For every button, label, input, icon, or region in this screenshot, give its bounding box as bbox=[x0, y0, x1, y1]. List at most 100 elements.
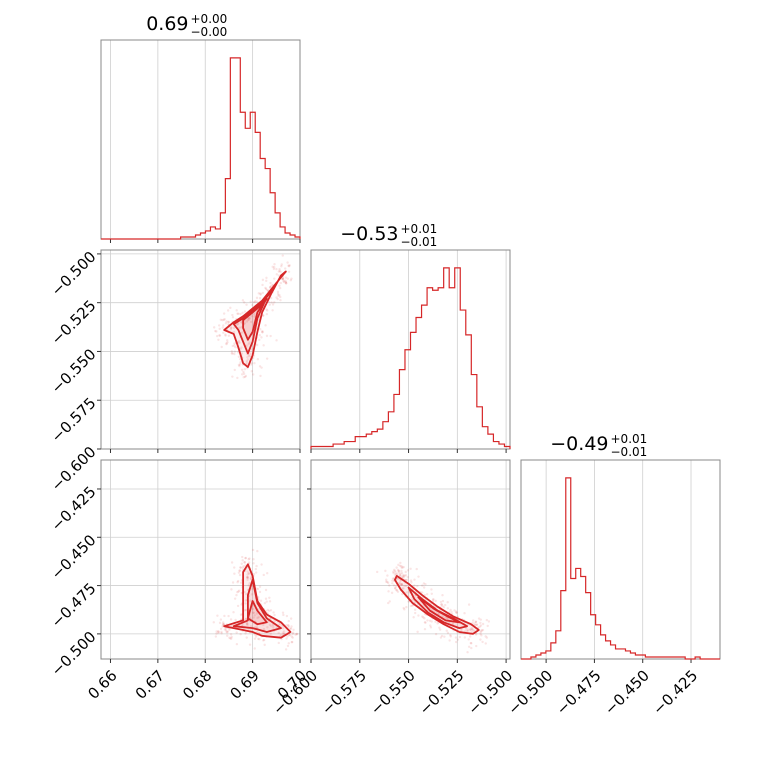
sample-point bbox=[401, 587, 404, 590]
sample-point bbox=[475, 623, 478, 626]
sample-point bbox=[241, 559, 244, 562]
panel-title: −0.49 bbox=[550, 433, 608, 455]
sample-point bbox=[253, 313, 256, 316]
sample-point bbox=[266, 572, 269, 575]
sample-point bbox=[276, 290, 280, 294]
x-tick-label: −0.475 bbox=[553, 667, 605, 719]
sample-point bbox=[266, 608, 270, 612]
sample-point bbox=[235, 323, 238, 326]
sample-point bbox=[484, 642, 487, 645]
sample-point bbox=[230, 561, 234, 564]
sample-point bbox=[464, 627, 468, 630]
panel-frame bbox=[100, 249, 301, 450]
sample-point bbox=[395, 588, 398, 592]
sample-point bbox=[231, 344, 234, 348]
sample-point bbox=[230, 588, 233, 591]
sample-point bbox=[223, 318, 226, 321]
sample-point bbox=[226, 339, 229, 342]
sample-point bbox=[474, 620, 478, 623]
sample-point bbox=[425, 593, 429, 596]
sample-point bbox=[388, 600, 391, 603]
sample-point bbox=[275, 339, 278, 342]
sample-point bbox=[417, 614, 420, 617]
sample-point bbox=[260, 563, 263, 566]
sample-point bbox=[253, 637, 257, 640]
sample-point bbox=[237, 589, 241, 592]
sample-point bbox=[236, 579, 240, 583]
sample-point bbox=[402, 606, 405, 610]
title-upper-error: +0.01 bbox=[611, 432, 648, 446]
sample-point bbox=[245, 361, 248, 364]
sample-point bbox=[249, 599, 252, 602]
sample-point bbox=[254, 567, 258, 571]
sample-point bbox=[247, 561, 251, 564]
sample-point bbox=[277, 270, 281, 273]
sample-point bbox=[440, 603, 443, 606]
sample-point bbox=[268, 286, 272, 289]
sample-point bbox=[440, 603, 443, 606]
sample-point bbox=[396, 577, 399, 581]
sample-point bbox=[245, 608, 248, 612]
sample-point bbox=[243, 561, 246, 564]
sample-point bbox=[264, 287, 268, 291]
sample-point bbox=[399, 574, 402, 577]
sample-point bbox=[235, 642, 239, 646]
sample-point bbox=[290, 635, 294, 638]
sample-point bbox=[444, 616, 447, 620]
sample-point bbox=[469, 641, 473, 645]
sample-point bbox=[240, 368, 244, 371]
sample-point bbox=[245, 359, 249, 363]
sample-point bbox=[392, 568, 396, 571]
sample-point bbox=[258, 297, 262, 300]
sample-point bbox=[277, 631, 280, 635]
sample-point bbox=[252, 616, 255, 619]
sample-point bbox=[284, 648, 288, 651]
sample-point bbox=[235, 309, 238, 312]
x-tick-label: 0.69 bbox=[227, 667, 263, 703]
sample-point bbox=[249, 625, 253, 628]
sample-point bbox=[448, 639, 451, 642]
sample-point bbox=[233, 352, 236, 356]
sample-point bbox=[391, 579, 394, 582]
sample-point bbox=[279, 298, 282, 302]
sample-point bbox=[424, 621, 427, 624]
sample-point bbox=[241, 566, 245, 569]
sample-point bbox=[233, 597, 237, 600]
sample-point bbox=[481, 628, 485, 632]
sample-point bbox=[287, 265, 291, 268]
sample-point bbox=[238, 364, 241, 368]
sample-point bbox=[275, 296, 278, 299]
sample-point bbox=[246, 576, 249, 579]
sample-point bbox=[281, 627, 285, 630]
sample-point bbox=[400, 582, 403, 586]
sample-point bbox=[473, 622, 476, 625]
x-tick-label: −0.500 bbox=[504, 667, 556, 719]
sample-point bbox=[247, 342, 250, 346]
sample-point bbox=[479, 624, 483, 627]
sample-point bbox=[226, 634, 229, 637]
sample-point bbox=[269, 632, 272, 635]
sample-point bbox=[422, 586, 426, 589]
sample-point bbox=[414, 611, 417, 615]
sample-point bbox=[390, 591, 394, 595]
sample-point bbox=[258, 338, 261, 342]
sample-point bbox=[219, 627, 223, 630]
sample-point bbox=[273, 301, 276, 304]
sample-point bbox=[409, 604, 413, 608]
y-tick-label: −0.525 bbox=[48, 296, 100, 348]
sample-point bbox=[232, 330, 236, 334]
sample-point bbox=[281, 277, 284, 281]
sample-point bbox=[413, 578, 416, 581]
sample-point bbox=[219, 318, 222, 321]
sample-point bbox=[282, 280, 286, 283]
sample-point bbox=[275, 267, 278, 271]
sample-point bbox=[405, 584, 408, 588]
sample-point bbox=[271, 309, 274, 312]
sample-point bbox=[269, 334, 272, 338]
histogram-line bbox=[310, 267, 511, 449]
sample-point bbox=[247, 572, 251, 575]
sample-point bbox=[446, 607, 450, 610]
sample-point bbox=[232, 610, 235, 614]
sample-point bbox=[400, 564, 403, 568]
sample-point bbox=[224, 322, 228, 325]
